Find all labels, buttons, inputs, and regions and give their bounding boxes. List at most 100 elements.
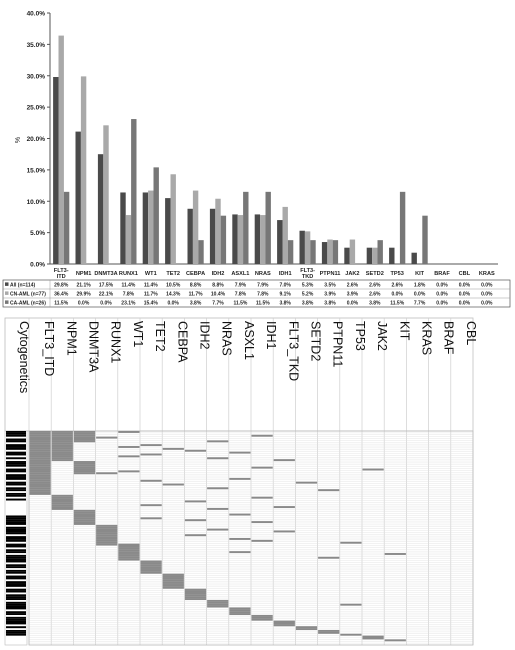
- cytogenetics-cell: [6, 468, 26, 471]
- cytogenetics-cell: [6, 626, 26, 629]
- gene-column-header: TET2: [153, 321, 167, 352]
- cytogenetics-cell: [6, 536, 26, 539]
- legend-swatch: [5, 282, 9, 286]
- bar: [165, 198, 171, 264]
- mutation-cell: [51, 502, 73, 505]
- mutation-cell: [96, 526, 118, 529]
- data-label: 36.4%: [54, 291, 69, 297]
- mutation-cell: [73, 462, 96, 465]
- mutation-cell: [73, 464, 96, 467]
- data-label: 0.0%: [78, 300, 90, 306]
- bar: [187, 208, 193, 264]
- mutation-cell: [229, 611, 251, 614]
- cytogenetics-cell: [6, 633, 26, 636]
- mutation-cell: [96, 528, 118, 531]
- bar: [170, 174, 176, 264]
- x-tick-label: BRAF: [434, 271, 450, 277]
- mutation-cell: [29, 472, 51, 475]
- mutation-cell: [96, 530, 118, 533]
- cytogenetics-cell: [6, 483, 26, 486]
- mutation-cell: [251, 618, 273, 621]
- gene-column-header: DNMT3A: [87, 321, 101, 373]
- mutation-cell: [184, 519, 207, 522]
- mutation-cell: [29, 492, 51, 495]
- cytogenetics-cell: [6, 618, 26, 621]
- cytogenetics-cell: [6, 549, 26, 552]
- data-label: 11.5%: [54, 300, 68, 306]
- gene-column-header: KIT: [397, 321, 411, 341]
- data-label: 7.8%: [235, 291, 247, 297]
- cytogenetics-cell: [6, 583, 26, 585]
- mutation-cell: [96, 536, 118, 539]
- mutation-cell: [251, 496, 273, 499]
- gene-column-header: IDH1: [264, 321, 278, 350]
- cytogenetics-cell: [6, 569, 26, 572]
- data-label: 1.8%: [414, 282, 426, 288]
- mutation-cell: [140, 517, 162, 520]
- cytogenetics-cell: [6, 521, 26, 524]
- bar: [103, 125, 109, 264]
- bar: [142, 192, 149, 264]
- mutation-cell: [118, 455, 140, 458]
- data-label: 11.5%: [390, 300, 404, 306]
- bar: [148, 190, 154, 264]
- bar: [366, 247, 373, 264]
- bar: [237, 215, 244, 264]
- mutation-cell: [96, 539, 118, 542]
- gene-column-header: BRAF: [442, 321, 456, 355]
- mutation-cell: [162, 586, 184, 589]
- mutation-cell: [73, 434, 96, 437]
- cytogenetics-cell: [6, 461, 26, 463]
- bar: [209, 208, 216, 264]
- mutation-cell: [29, 434, 51, 437]
- mutation-cell: [29, 481, 51, 484]
- bar: [344, 247, 350, 264]
- data-label: 9.1%: [279, 291, 291, 297]
- data-label: 3.5%: [324, 282, 336, 288]
- mutation-frequency-bar-chart: 0.0% 5.0% 10.0% 15.0% 20.0% 25.0% 30.0% 35.0% 40…: [2, 11, 511, 308]
- mutation-cell: [207, 603, 229, 606]
- mutation-cell: [73, 519, 96, 522]
- mutation-cell: [118, 446, 140, 448]
- mutation-cell: [51, 432, 73, 435]
- cytogenetics-cell: [6, 575, 26, 578]
- cytogenetics-cell: [6, 457, 26, 460]
- mutation-cell: [184, 449, 207, 452]
- gene-column-header: JAK2: [375, 321, 389, 351]
- mutation-cell: [162, 583, 184, 585]
- mutation-cell: [184, 592, 207, 595]
- mutation-cell: [73, 466, 96, 469]
- cytogenetics-cell: [6, 515, 26, 518]
- cytogenetics-cell: [6, 481, 26, 484]
- cytogenetics-cell: [6, 532, 26, 535]
- mutation-cell: [96, 534, 118, 537]
- mutation-cell: [73, 440, 96, 443]
- gene-column-header: FLT3_TKD: [286, 321, 300, 381]
- data-label: 3.8%: [324, 300, 336, 306]
- cytogenetics-cell: [6, 622, 26, 625]
- data-label: 21.1%: [77, 282, 92, 288]
- cytogenetics-cell: [6, 596, 26, 599]
- mutation-cell: [140, 504, 162, 507]
- bar: [198, 240, 204, 264]
- mutation-cell: [340, 603, 362, 606]
- mutation-cell: [184, 500, 207, 503]
- data-label: 0.0%: [347, 300, 359, 306]
- data-label: 3.8%: [279, 300, 291, 306]
- data-label: 0.0%: [167, 300, 179, 306]
- mutation-cell: [118, 553, 140, 555]
- mutation-cell: [29, 489, 51, 492]
- data-label: 3.8%: [190, 300, 202, 306]
- data-label: 14.3%: [166, 291, 181, 297]
- x-tick-label: TP53: [391, 271, 404, 277]
- mutation-cell: [162, 581, 184, 584]
- cytogenetics-cell: [6, 470, 26, 473]
- x-tick-label: CBL: [459, 271, 471, 277]
- data-label: 11.5%: [233, 300, 247, 306]
- mutation-cell: [51, 455, 73, 458]
- mutation-cell: [29, 487, 51, 490]
- mutation-cell: [29, 436, 51, 439]
- mutation-cell: [118, 549, 140, 552]
- mutation-cell: [51, 498, 73, 501]
- data-label: 5.2%: [302, 291, 314, 297]
